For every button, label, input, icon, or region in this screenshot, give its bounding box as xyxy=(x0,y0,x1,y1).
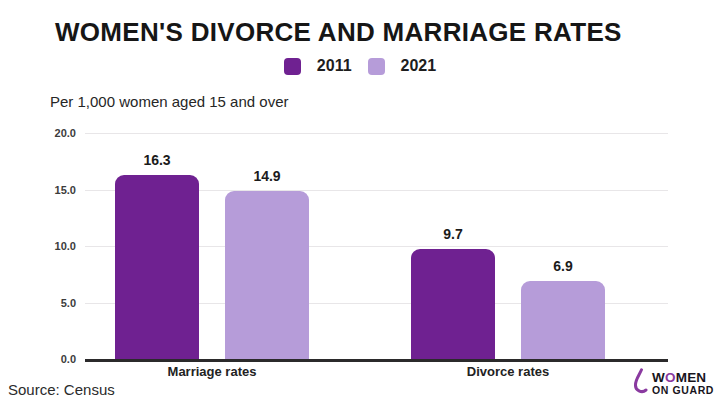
brand-logo-line1: WOMEN xyxy=(652,371,714,385)
source-note: Source: Census xyxy=(8,381,115,398)
gridline xyxy=(85,133,668,134)
legend-item-2021: 2021 xyxy=(368,57,437,75)
women-on-guard-icon xyxy=(634,368,649,398)
legend-item-2011: 2011 xyxy=(284,57,352,75)
legend-swatch-2011 xyxy=(284,58,301,75)
legend-label-2011: 2011 xyxy=(317,57,352,75)
x-axis-category-label: Marriage rates xyxy=(168,364,257,379)
plot-area: 0.05.010.015.020.016.314.9Marriage rates… xyxy=(85,133,668,362)
brand-logo-line2: ON GUARD xyxy=(652,385,714,396)
legend-swatch-2021 xyxy=(368,58,385,75)
bar-value-label: 6.9 xyxy=(553,258,572,274)
bar-value-label: 16.3 xyxy=(143,152,170,168)
y-axis-tick-label: 10.0 xyxy=(55,240,76,252)
bar-2011-divorce-rates xyxy=(411,249,495,359)
chart-title: WOMEN'S DIVORCE AND MARRIAGE RATES xyxy=(55,17,622,48)
legend-label-2021: 2021 xyxy=(401,57,437,75)
brand-logo-text: WOMEN ON GUARD xyxy=(652,371,714,395)
logo-o-accent: O xyxy=(665,370,676,385)
y-axis-tick-label: 0.0 xyxy=(61,353,76,365)
bar-2021-marriage-rates xyxy=(225,191,309,359)
brand-logo: WOMEN ON GUARD xyxy=(634,368,714,398)
y-axis-tick-label: 20.0 xyxy=(55,127,76,139)
axis-units-label: Per 1,000 women aged 15 and over xyxy=(50,93,289,110)
bar-2021-divorce-rates xyxy=(521,281,605,359)
x-axis-category-label: Divorce rates xyxy=(467,364,549,379)
bar-value-label: 9.7 xyxy=(443,226,462,242)
y-axis-tick-label: 15.0 xyxy=(55,184,76,196)
legend: 2011 2021 xyxy=(0,57,720,75)
bar-2011-marriage-rates xyxy=(115,175,199,359)
bar-value-label: 14.9 xyxy=(253,168,280,184)
y-axis-tick-label: 5.0 xyxy=(61,297,76,309)
